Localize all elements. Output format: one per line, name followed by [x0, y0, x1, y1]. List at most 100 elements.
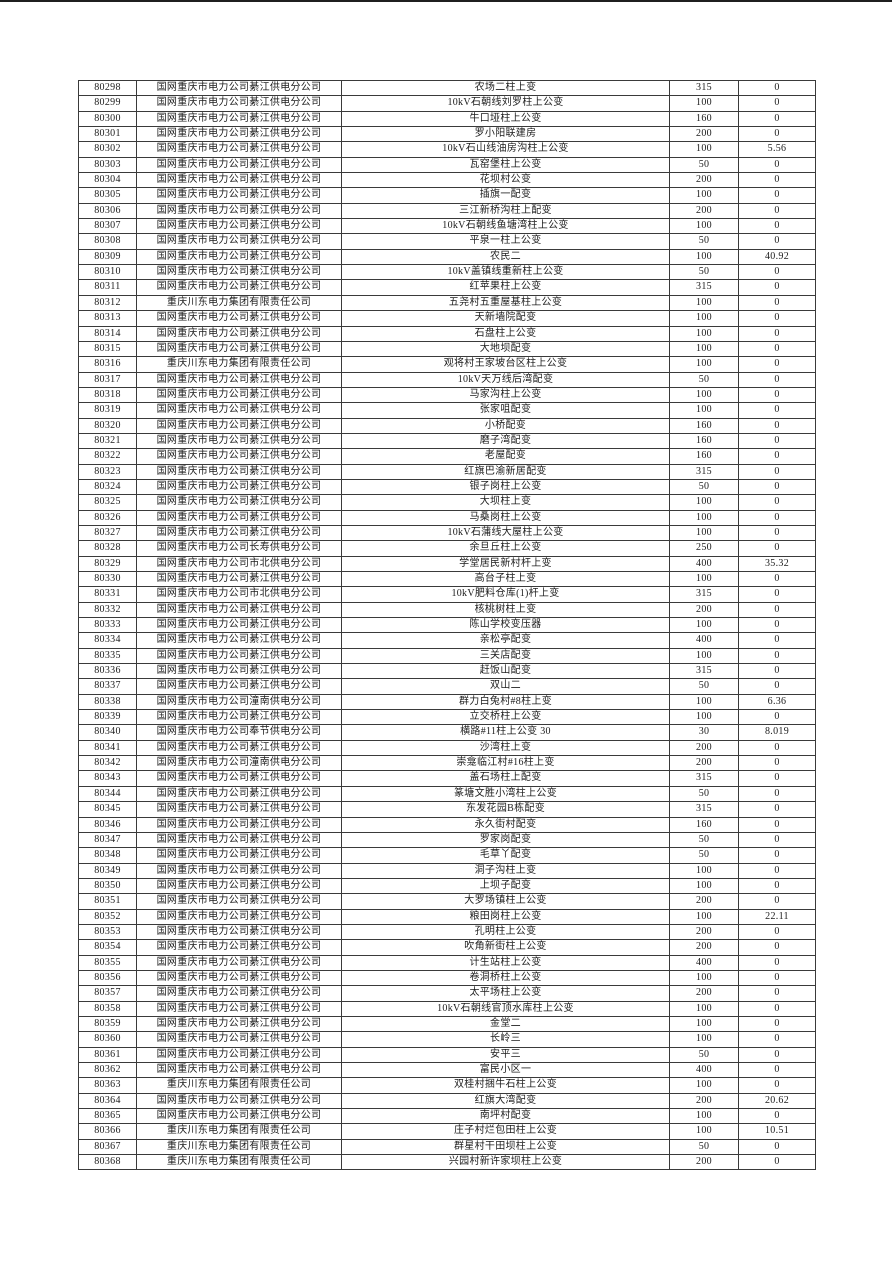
table-cell-value: 0: [738, 509, 816, 526]
table-row: 80334 国网重庆市电力公司綦江供电分公司 亲松亭配变 400 0: [78, 632, 816, 649]
table-cell-capacity: 50: [669, 831, 739, 849]
table-cell-company: 国网重庆市电力公司綦江供电分公司: [136, 647, 342, 665]
table-cell-value: 0: [738, 1138, 816, 1156]
table-row: 80331 国网重庆市电力公司市北供电分公司 10kV肥料仓库(1)杆上变 315 0: [78, 586, 816, 603]
table-cell-capacity: 315: [669, 279, 739, 296]
table-cell-id: 80348: [78, 847, 137, 864]
table-cell-company: 国网重庆市电力公司綦江供电分公司: [136, 1000, 342, 1017]
table-cell-company: 国网重庆市电力公司綦江供电分公司: [136, 847, 342, 864]
table-cell-name: 双桂村捆牛石柱上公变: [341, 1077, 670, 1094]
table-cell-capacity: 400: [669, 632, 739, 649]
table-cell-capacity: 100: [669, 356, 739, 373]
table-cell-value: 0: [738, 218, 816, 235]
table-row: 80368 重庆川东电力集团有限责任公司 兴园村新许家坝柱上公变 200 0: [78, 1154, 816, 1171]
table-row: 80323 国网重庆市电力公司綦江供电分公司 红旗巴渝新居配变 315 0: [78, 463, 816, 480]
table-cell-name: 南坪村配变: [341, 1108, 670, 1125]
table-row: 80332 国网重庆市电力公司綦江供电分公司 核桃树柱上变 200 0: [78, 601, 816, 619]
table-cell-company: 国网重庆市电力公司綦江供电分公司: [136, 386, 342, 404]
table-cell-company: 国网重庆市电力公司綦江供电分公司: [136, 478, 342, 496]
table-row: 80320 国网重庆市电力公司綦江供电分公司 小桥配变 160 0: [78, 417, 816, 434]
table-cell-name: 石盘柱上公变: [341, 325, 670, 342]
table-cell-name: 三江新桥沟柱上配变: [341, 202, 670, 220]
table-cell-capacity: 200: [669, 985, 739, 1002]
table-cell-capacity: 50: [669, 478, 739, 496]
table-cell-value: 0: [738, 617, 816, 634]
table-row: 80337 国网重庆市电力公司綦江供电分公司 双山二 50 0: [78, 678, 816, 695]
table-cell-id: 80318: [78, 386, 137, 404]
table-cell-id: 80339: [78, 709, 137, 726]
table-cell-value: 22.11: [738, 908, 816, 925]
table-row: 80304 国网重庆市电力公司綦江供电分公司 花坝村公变 200 0: [78, 172, 816, 189]
table-cell-id: 80336: [78, 663, 137, 680]
table-row: 80350 国网重庆市电力公司綦江供电分公司 上坝子配变 100 0: [78, 877, 816, 895]
table-cell-name: 观将村王家坡台区柱上公变: [341, 356, 670, 373]
table-cell-company: 重庆川东电力集团有限责任公司: [136, 1123, 342, 1140]
table-cell-value: 0: [738, 663, 816, 680]
table-cell-company: 国网重庆市电力公司奉节供电分公司: [136, 724, 342, 741]
table-row: 80316 重庆川东电力集团有限责任公司 观将村王家坡台区柱上公变 100 0: [78, 356, 816, 373]
table-cell-value: 0: [738, 187, 816, 204]
table-cell-value: 0: [738, 386, 816, 404]
table-cell-id: 80356: [78, 969, 137, 987]
table-cell-name: 马桑岗柱上公变: [341, 509, 670, 526]
table-cell-company: 国网重庆市电力公司綦江供电分公司: [136, 110, 342, 128]
table-cell-company: 国网重庆市电力公司綦江供电分公司: [136, 862, 342, 879]
table-cell-company: 国网重庆市电力公司綦江供电分公司: [136, 893, 342, 910]
table-cell-id: 80338: [78, 693, 137, 711]
table-cell-capacity: 315: [669, 770, 739, 787]
table-cell-id: 80360: [78, 1031, 137, 1048]
table-row: 80309 国网重庆市电力公司綦江供电分公司 农民二 100 40.92: [78, 248, 816, 266]
table-cell-value: 0: [738, 340, 816, 358]
table-cell-company: 重庆川东电力集团有限责任公司: [136, 1154, 342, 1171]
table-row: 80318 国网重庆市电力公司綦江供电分公司 马家沟柱上公变 100 0: [78, 386, 816, 404]
table-cell-value: 0: [738, 601, 816, 619]
table-cell-company: 国网重庆市电力公司綦江供电分公司: [136, 233, 342, 250]
table-cell-value: 0: [738, 1046, 816, 1064]
table-cell-id: 80302: [78, 141, 137, 158]
table-cell-name: 大地坝配变: [341, 340, 670, 358]
table-cell-company: 国网重庆市电力公司綦江供电分公司: [136, 417, 342, 434]
table-cell-capacity: 100: [669, 402, 739, 419]
table-cell-capacity: 50: [669, 156, 739, 174]
table-cell-company: 国网重庆市电力公司綦江供电分公司: [136, 709, 342, 726]
table-cell-company: 国网重庆市电力公司綦江供电分公司: [136, 601, 342, 619]
table-row: 80322 国网重庆市电力公司綦江供电分公司 老屋配变 160 0: [78, 448, 816, 465]
table-row: 80307 国网重庆市电力公司綦江供电分公司 10kV石朝线鱼塘湾柱上公变 100 0: [78, 218, 816, 235]
table-cell-capacity: 50: [669, 371, 739, 388]
table-cell-value: 0: [738, 494, 816, 511]
table-cell-name: 东发花园B栋配变: [341, 801, 670, 818]
table-cell-id: 80312: [78, 294, 137, 312]
table-cell-value: 0: [738, 801, 816, 818]
table-cell-value: 0: [738, 1000, 816, 1017]
table-cell-company: 国网重庆市电力公司綦江供电分公司: [136, 1031, 342, 1048]
table-cell-id: 80361: [78, 1046, 137, 1064]
table-cell-name: 罗家岗配变: [341, 831, 670, 849]
table-row: 80333 国网重庆市电力公司綦江供电分公司 陈山学校变压器 100 0: [78, 617, 816, 634]
table-cell-value: 0: [738, 356, 816, 373]
table-body: 80298 国网重庆市电力公司綦江供电分公司 农场二柱上变 315 0 80299 国网重庆…: [78, 79, 816, 1171]
table-cell-capacity: 200: [669, 202, 739, 220]
table-cell-id: 80317: [78, 371, 137, 388]
table-row: 80366 重庆川东电力集团有限责任公司 庄子村烂包田柱上公变 100 10.51: [78, 1123, 816, 1140]
table-cell-company: 国网重庆市电力公司綦江供电分公司: [136, 310, 342, 327]
table-cell-name: 罗小阳联建房: [341, 126, 670, 143]
table-cell-value: 0: [738, 1031, 816, 1048]
table-row: 80330 国网重庆市电力公司綦江供电分公司 高台子柱上变 100 0: [78, 570, 816, 588]
table-cell-name: 10kV石朝线鱼塘湾柱上公变: [341, 218, 670, 235]
table-cell-company: 国网重庆市电力公司綦江供电分公司: [136, 801, 342, 818]
table-cell-capacity: 100: [669, 509, 739, 526]
table-cell-name: 小桥配变: [341, 417, 670, 434]
table-cell-value: 0: [738, 325, 816, 342]
table-cell-capacity: 100: [669, 647, 739, 665]
table-row: 80313 国网重庆市电力公司綦江供电分公司 天新墙院配变 100 0: [78, 310, 816, 327]
table-cell-company: 国网重庆市电力公司綦江供电分公司: [136, 79, 342, 97]
table-row: 80339 国网重庆市电力公司綦江供电分公司 立交桥柱上公变 100 0: [78, 709, 816, 726]
table-cell-value: 10.51: [738, 1123, 816, 1140]
table-cell-company: 国网重庆市电力公司綦江供电分公司: [136, 141, 342, 158]
table-row: 80358 国网重庆市电力公司綦江供电分公司 10kV石朝线官顶水库柱上公变 100 0: [78, 1000, 816, 1017]
table-row: 80319 国网重庆市电力公司綦江供电分公司 张家咀配变 100 0: [78, 402, 816, 419]
table-cell-capacity: 50: [669, 264, 739, 281]
table-row: 80300 国网重庆市电力公司綦江供电分公司 牛口垭柱上公变 160 0: [78, 110, 816, 128]
table-cell-id: 80311: [78, 279, 137, 296]
table-row: 80329 国网重庆市电力公司市北供电分公司 学堂居民新村杆上变 400 35.32: [78, 555, 816, 573]
